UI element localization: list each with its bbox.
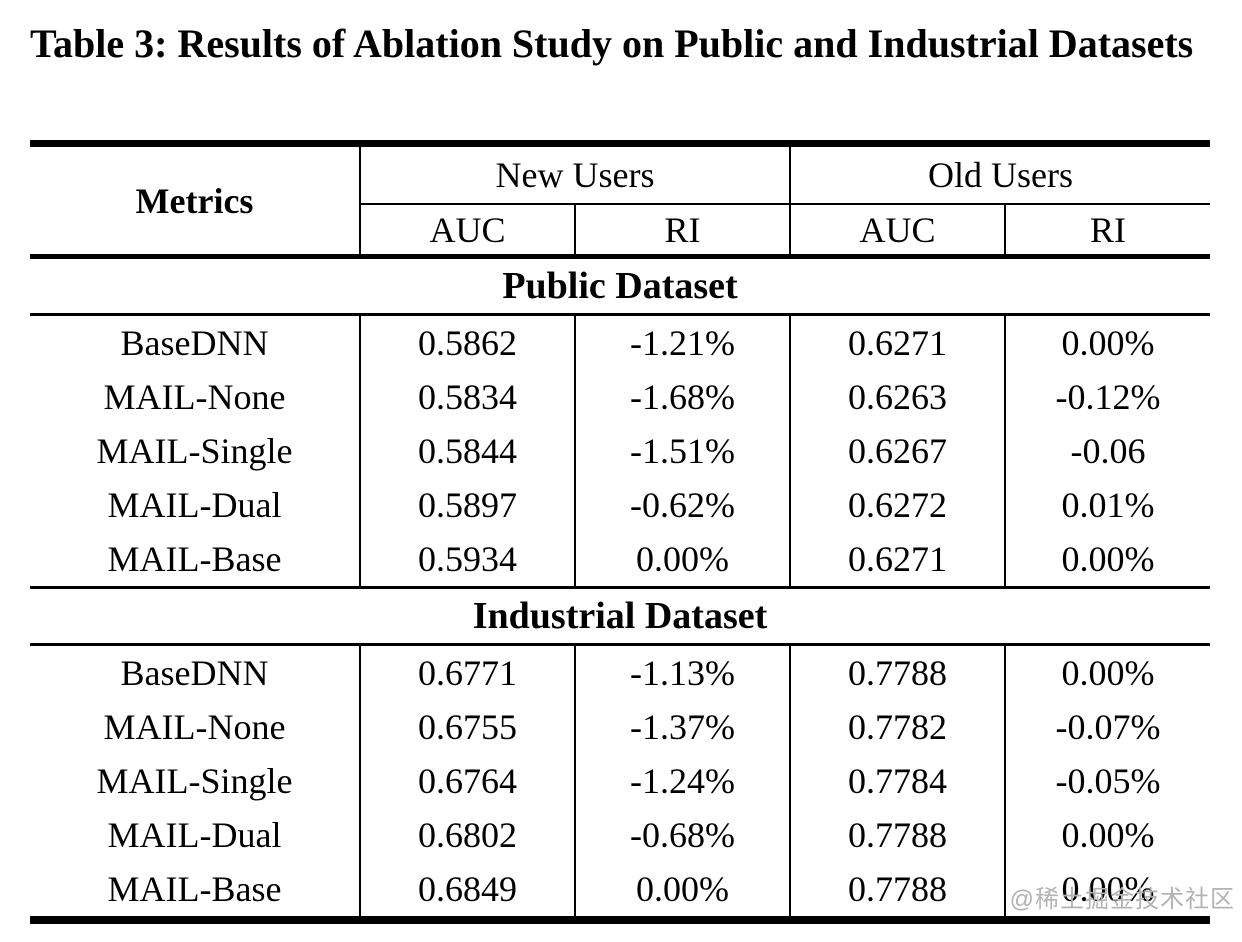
new-auc-header-cell: AUC bbox=[360, 204, 576, 259]
new-ri-cell: 0.00% bbox=[575, 862, 791, 920]
old-ri-cell: -0.05% bbox=[1055, 761, 1161, 801]
old-ri-header-cell: RI bbox=[1005, 204, 1211, 259]
ablation-results-table: Metrics New Users Old Users AUC RI AUC R… bbox=[30, 140, 1211, 924]
old-auc-cell: 0.6267 bbox=[790, 424, 1006, 478]
new-ri-cell: -0.68% bbox=[575, 808, 791, 862]
new-users-group-header: New Users bbox=[360, 143, 791, 205]
table-row: MAIL-Base 0.6849 0.00% 0.7788 0.00% bbox=[30, 862, 1210, 920]
new-ri-header-cell: RI bbox=[575, 204, 791, 259]
new-auc-cell: 0.5934 bbox=[360, 532, 576, 589]
table-row: MAIL-None 0.6755 -1.37% 0.7782 -0.07% bbox=[30, 700, 1210, 754]
header-row-metrics: AUC RI AUC RI bbox=[30, 204, 1211, 259]
new-ri-cell: -1.37% bbox=[575, 700, 791, 754]
old-ri-cell: 0.00% bbox=[1061, 815, 1155, 855]
table-row: MAIL-Single 0.6764 -1.24% 0.7784 -0.05% bbox=[30, 754, 1210, 808]
new-auc-cell: 0.6764 bbox=[360, 754, 576, 808]
old-auc-cell: 0.6263 bbox=[790, 370, 1006, 424]
new-auc-cell: 0.5844 bbox=[360, 424, 576, 478]
table-row: BaseDNN 0.6771 -1.13% 0.7788 0.00% bbox=[30, 644, 1210, 700]
new-auc-cell: 0.5897 bbox=[360, 478, 576, 532]
metric-cell: MAIL-Single bbox=[30, 754, 361, 808]
table-row: MAIL-Dual 0.6802 -0.68% 0.7788 0.00% bbox=[30, 808, 1210, 862]
metrics-header-cell: Metrics bbox=[30, 143, 361, 259]
new-ri-cell: 0.00% bbox=[575, 532, 791, 589]
old-ri-cell: 0.00% bbox=[1061, 653, 1155, 693]
old-auc-cell: 0.7788 bbox=[790, 862, 1006, 920]
metric-cell: BaseDNN bbox=[30, 314, 361, 370]
old-ri-cell: 0.00% bbox=[1061, 323, 1155, 363]
old-auc-header-cell: AUC bbox=[790, 204, 1006, 259]
section-header-industrial: Industrial Dataset bbox=[30, 587, 1211, 646]
old-auc-cell: 0.7782 bbox=[790, 700, 1006, 754]
old-ri-cell: -0.12% bbox=[1055, 377, 1161, 417]
metric-cell: MAIL-Single bbox=[30, 424, 361, 478]
header-row-groups: Metrics New Users Old Users bbox=[30, 143, 1211, 259]
old-auc-cell: 0.6271 bbox=[790, 532, 1006, 589]
metric-cell: MAIL-Base bbox=[30, 862, 361, 920]
new-ri-cell: -1.24% bbox=[575, 754, 791, 808]
metric-cell: BaseDNN bbox=[30, 644, 361, 700]
old-auc-cell: 0.7784 bbox=[790, 754, 1006, 808]
watermark: @稀土掘金技术社区 bbox=[1009, 886, 1235, 913]
new-ri-cell: -1.68% bbox=[575, 370, 791, 424]
old-ri-cell: 0.00% bbox=[1061, 869, 1155, 909]
metric-cell: MAIL-Base bbox=[30, 532, 361, 589]
metric-cell: MAIL-Dual bbox=[30, 808, 361, 862]
table-row: MAIL-Base 0.5934 0.00% 0.6271 0.00% bbox=[30, 532, 1211, 589]
new-auc-cell: 0.5834 bbox=[360, 370, 576, 424]
table-row: MAIL-Single 0.5844 -1.51% 0.6267 -0.06 bbox=[30, 424, 1210, 478]
table-row: MAIL-Dual 0.5897 -0.62% 0.6272 0.01% bbox=[30, 478, 1210, 532]
old-auc-cell: 0.6272 bbox=[790, 478, 1006, 532]
table-row: BaseDNN 0.5862 -1.21% 0.6271 0.00% bbox=[30, 314, 1210, 370]
old-ri-cell: 0.01% bbox=[1061, 485, 1155, 525]
metric-cell: MAIL-None bbox=[30, 370, 361, 424]
section-label: Industrial Dataset bbox=[30, 587, 1211, 646]
new-auc-cell: 0.6802 bbox=[360, 808, 576, 862]
section-label: Public Dataset bbox=[30, 256, 1211, 316]
old-ri-cell: 0.00% bbox=[1005, 532, 1211, 589]
new-auc-cell: 0.6755 bbox=[360, 700, 576, 754]
new-ri-cell: -1.51% bbox=[575, 424, 791, 478]
metric-cell: MAIL-Dual bbox=[30, 478, 361, 532]
new-ri-cell: -1.21% bbox=[575, 314, 791, 370]
new-auc-cell: 0.5862 bbox=[360, 314, 576, 370]
table-row: MAIL-None 0.5834 -1.68% 0.6263 -0.12% bbox=[30, 370, 1210, 424]
metric-cell: MAIL-None bbox=[30, 700, 361, 754]
old-ri-cell: -0.06 bbox=[1070, 431, 1146, 471]
new-auc-cell: 0.6771 bbox=[360, 644, 576, 700]
old-users-group-header: Old Users bbox=[790, 143, 1211, 205]
table-caption: Table 3: Results of Ablation Study on Pu… bbox=[30, 21, 1194, 66]
new-ri-cell: -1.13% bbox=[575, 644, 791, 700]
old-auc-cell: 0.6271 bbox=[790, 314, 1006, 370]
old-auc-cell: 0.7788 bbox=[790, 808, 1006, 862]
new-auc-cell: 0.6849 bbox=[360, 862, 576, 920]
section-header-public: Public Dataset bbox=[30, 256, 1211, 316]
new-ri-cell: -0.62% bbox=[575, 478, 791, 532]
old-auc-cell: 0.7788 bbox=[790, 644, 1006, 700]
old-ri-cell: -0.07% bbox=[1055, 707, 1161, 747]
